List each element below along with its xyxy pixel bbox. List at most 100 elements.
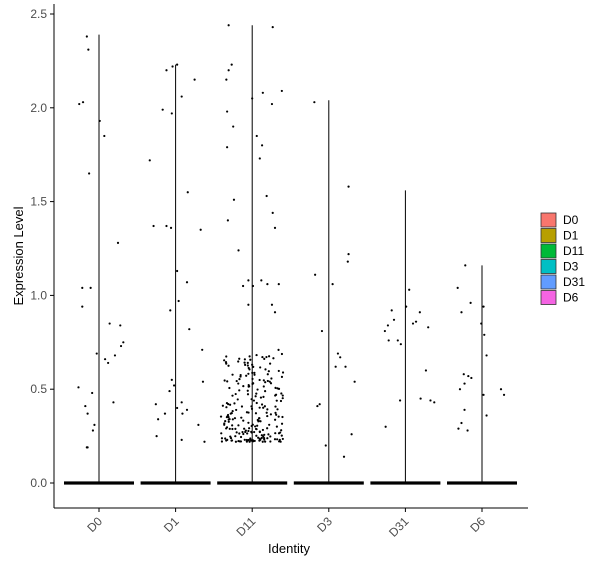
data-point [253, 371, 256, 375]
data-point [316, 404, 319, 408]
data-point [277, 415, 280, 418]
data-point [169, 309, 172, 312]
data-point [168, 389, 171, 393]
data-point [263, 357, 266, 360]
data-point [91, 391, 94, 395]
data-point [280, 352, 284, 356]
data-point [81, 305, 84, 308]
data-point [219, 415, 223, 418]
legend-label: D3 [563, 260, 579, 274]
data-point [203, 440, 206, 443]
points-layer [64, 24, 517, 485]
data-point [246, 364, 249, 367]
data-point [463, 408, 466, 411]
data-point [390, 309, 393, 312]
data-point [199, 228, 202, 231]
data-point [243, 358, 246, 361]
data-point [347, 185, 350, 188]
data-point [466, 429, 469, 432]
data-point [260, 403, 264, 406]
data-point [113, 354, 117, 357]
axes-layer [53, 4, 528, 509]
data-point [259, 396, 263, 399]
data-point [254, 412, 258, 415]
data-point [470, 376, 473, 380]
data-point [264, 368, 267, 371]
data-point [262, 435, 265, 438]
data-point [255, 392, 258, 395]
y-axis-title: Expression Level [11, 206, 26, 305]
data-point [246, 389, 249, 392]
data-point [248, 355, 251, 358]
data-point [224, 437, 227, 440]
data-point [247, 383, 250, 387]
data-point [230, 411, 233, 415]
data-point [262, 385, 265, 388]
data-point [220, 437, 224, 440]
data-point [148, 159, 151, 162]
data-point [414, 320, 418, 323]
data-point [482, 393, 485, 396]
data-point [241, 284, 245, 288]
data-point [259, 420, 262, 423]
data-point [483, 333, 486, 336]
data-point [457, 427, 460, 430]
data-point [261, 428, 265, 432]
data-point [244, 363, 247, 366]
data-point [177, 299, 180, 303]
data-point [257, 420, 260, 423]
data-point [263, 405, 266, 408]
data-point [180, 401, 183, 404]
data-point [225, 406, 228, 409]
data-point [279, 431, 282, 434]
legend-label: D1 [563, 229, 579, 243]
data-point [499, 388, 503, 391]
data-point [392, 318, 396, 321]
legend-swatch [540, 259, 557, 274]
data-point [112, 401, 115, 404]
y-ticks-layer: 0.0 0.5 1.0 1.5 2.0 2.5 [30, 7, 54, 490]
data-point [408, 288, 411, 291]
data-point [234, 440, 238, 443]
legend-label: D0 [563, 213, 579, 227]
data-point [103, 134, 106, 138]
data-point [171, 65, 174, 68]
data-point [279, 399, 283, 403]
data-point [238, 432, 241, 435]
data-point [266, 373, 269, 376]
data-point [185, 281, 189, 284]
data-point [242, 419, 245, 422]
data-point [223, 359, 226, 362]
x-tick-label: D6 [467, 514, 488, 535]
data-point [180, 95, 183, 98]
data-point [324, 444, 327, 447]
data-point [269, 362, 272, 365]
data-point [225, 355, 228, 358]
data-point [87, 48, 90, 51]
data-point [77, 386, 80, 389]
data-point [386, 324, 390, 327]
data-point [238, 377, 241, 381]
data-point [157, 418, 160, 421]
data-point [280, 375, 284, 378]
data-point [249, 358, 252, 361]
legend-swatch [540, 212, 557, 228]
data-point [353, 380, 356, 383]
data-point [227, 418, 230, 421]
data-point [252, 399, 256, 402]
x-tick-label: D31 [386, 514, 412, 540]
data-point [269, 440, 272, 443]
data-point [281, 371, 285, 374]
data-point [237, 249, 240, 252]
data-point [280, 429, 283, 432]
data-point [256, 424, 259, 427]
data-point [264, 381, 267, 384]
data-point [464, 264, 467, 267]
data-point [267, 355, 271, 358]
y-tick-label: 1.0 [30, 288, 47, 302]
legend-label: D11 [563, 244, 584, 258]
data-point [229, 403, 232, 406]
data-point [274, 386, 277, 389]
data-point [266, 427, 269, 430]
